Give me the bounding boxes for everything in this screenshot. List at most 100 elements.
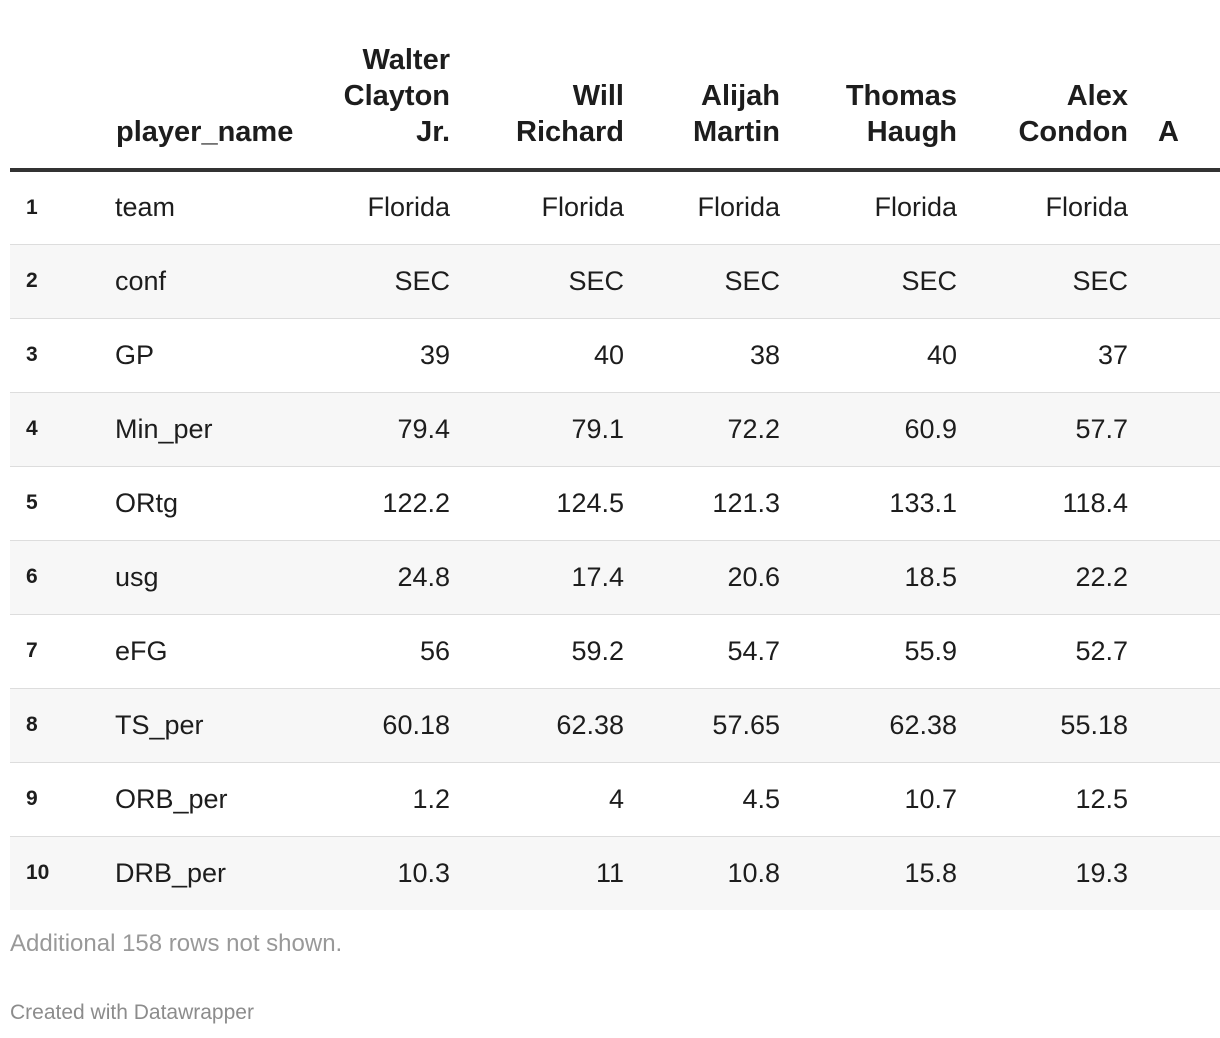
value-cell: 121.3	[635, 466, 790, 541]
stat-name-cell: eFG	[105, 614, 310, 689]
value-cell: 1.2	[310, 762, 465, 837]
value-cell: 62.38	[465, 688, 635, 763]
value-cell: SEC	[310, 244, 465, 319]
value-cell: 57.65	[635, 688, 790, 763]
header-line: Condon	[1018, 116, 1128, 148]
value-cell: 10.7	[790, 762, 967, 837]
data-table-container: player_name Walter Clayton Jr. Will Rich…	[10, 0, 1220, 910]
truncated-cell	[1138, 540, 1220, 615]
column-header-truncated[interactable]: A	[1138, 0, 1220, 172]
header-line: Alex	[1066, 80, 1128, 112]
index-column-header	[10, 0, 105, 172]
column-header-alex-condon[interactable]: Alex Condon	[967, 0, 1138, 172]
column-header-alijah-martin[interactable]: Alijah Martin	[635, 0, 790, 172]
value-cell: 37	[967, 318, 1138, 393]
value-cell: 4	[465, 762, 635, 837]
truncated-cell	[1138, 170, 1220, 245]
table-body: 1 team Florida Florida Florida Florida Florida…	[10, 170, 1220, 910]
value-cell: Florida	[967, 170, 1138, 245]
header-line: Martin	[693, 116, 780, 148]
value-cell: 40	[790, 318, 967, 393]
stat-name-cell: Min_per	[105, 392, 310, 467]
value-cell: 57.7	[967, 392, 1138, 467]
row-index: 6	[10, 540, 105, 615]
value-cell: 60.18	[310, 688, 465, 763]
data-table: player_name Walter Clayton Jr. Will Rich…	[10, 0, 1220, 910]
table-row: 1 team Florida Florida Florida Florida Florida	[10, 170, 1220, 245]
stat-name-cell: conf	[105, 244, 310, 319]
truncated-cell	[1138, 318, 1220, 393]
value-cell: 4.5	[635, 762, 790, 837]
value-cell: 52.7	[967, 614, 1138, 689]
value-cell: 17.4	[465, 540, 635, 615]
header-line: Jr.	[416, 116, 450, 148]
value-cell: 72.2	[635, 392, 790, 467]
table-row: 6 usg 24.8 17.4 20.6 18.5 22.2	[10, 540, 1220, 615]
column-header-walter-clayton-jr[interactable]: Walter Clayton Jr.	[310, 0, 465, 172]
truncated-cell	[1138, 392, 1220, 467]
value-cell: 79.1	[465, 392, 635, 467]
value-cell: SEC	[790, 244, 967, 319]
table-header: player_name Walter Clayton Jr. Will Rich…	[10, 0, 1220, 172]
value-cell: 19.3	[967, 836, 1138, 910]
header-line: Clayton	[343, 80, 450, 112]
stat-name-cell: usg	[105, 540, 310, 615]
value-cell: Florida	[465, 170, 635, 245]
value-cell: 55.9	[790, 614, 967, 689]
table-row: 9 ORB_per 1.2 4 4.5 10.7 12.5	[10, 762, 1220, 837]
truncated-cell	[1138, 688, 1220, 763]
value-cell: 133.1	[790, 466, 967, 541]
value-cell: 54.7	[635, 614, 790, 689]
header-line: Walter	[362, 44, 450, 76]
value-cell: 40	[465, 318, 635, 393]
credit-line: Created with Datawrapper	[10, 1001, 254, 1024]
truncated-cell	[1138, 836, 1220, 910]
table-row: 7 eFG 56 59.2 54.7 55.9 52.7	[10, 614, 1220, 689]
value-cell: 56	[310, 614, 465, 689]
value-cell: 20.6	[635, 540, 790, 615]
table-row: 3 GP 39 40 38 40 37	[10, 318, 1220, 393]
stat-name-cell: DRB_per	[105, 836, 310, 910]
header-row: player_name Walter Clayton Jr. Will Rich…	[10, 0, 1220, 172]
stat-name-cell: GP	[105, 318, 310, 393]
truncated-cell	[1138, 614, 1220, 689]
value-cell: 39	[310, 318, 465, 393]
header-line: Alijah	[701, 80, 780, 112]
value-cell: Florida	[790, 170, 967, 245]
value-cell: Florida	[310, 170, 465, 245]
row-index: 2	[10, 244, 105, 319]
table-row: 10 DRB_per 10.3 11 10.8 15.8 19.3	[10, 836, 1220, 910]
column-header-will-richard[interactable]: Will Richard	[465, 0, 635, 172]
stat-name-cell: ORB_per	[105, 762, 310, 837]
value-cell: 55.18	[967, 688, 1138, 763]
truncated-cell	[1138, 466, 1220, 541]
value-cell: 15.8	[790, 836, 967, 910]
stat-name-cell: ORtg	[105, 466, 310, 541]
truncated-cell	[1138, 762, 1220, 837]
value-cell: 118.4	[967, 466, 1138, 541]
value-cell: 38	[635, 318, 790, 393]
header-line: Thomas	[845, 80, 957, 112]
value-cell: SEC	[967, 244, 1138, 319]
value-cell: 10.8	[635, 836, 790, 910]
value-cell: 18.5	[790, 540, 967, 615]
value-cell: 12.5	[967, 762, 1138, 837]
value-cell: Florida	[635, 170, 790, 245]
stat-name-cell: TS_per	[105, 688, 310, 763]
row-index: 7	[10, 614, 105, 689]
value-cell: SEC	[465, 244, 635, 319]
header-line: Richard	[516, 116, 624, 148]
row-index: 3	[10, 318, 105, 393]
column-header-player-name[interactable]: player_name	[105, 0, 310, 172]
row-index: 8	[10, 688, 105, 763]
stat-name-cell: team	[105, 170, 310, 245]
row-index: 4	[10, 392, 105, 467]
table-row: 8 TS_per 60.18 62.38 57.65 62.38 55.18	[10, 688, 1220, 763]
row-index: 9	[10, 762, 105, 837]
column-header-thomas-haugh[interactable]: Thomas Haugh	[790, 0, 967, 172]
value-cell: 22.2	[967, 540, 1138, 615]
row-index: 1	[10, 170, 105, 245]
value-cell: 24.8	[310, 540, 465, 615]
row-index: 5	[10, 466, 105, 541]
value-cell: 122.2	[310, 466, 465, 541]
